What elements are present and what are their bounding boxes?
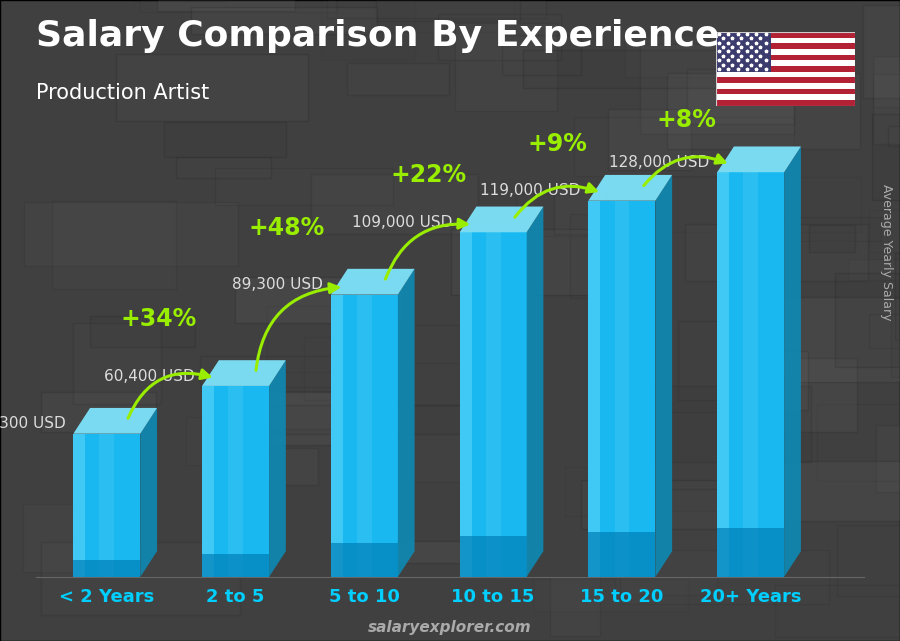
Bar — [716, 100, 855, 106]
Bar — [716, 49, 855, 54]
Polygon shape — [784, 146, 801, 577]
Polygon shape — [717, 172, 784, 577]
Polygon shape — [202, 386, 214, 577]
Polygon shape — [73, 408, 157, 434]
Bar — [716, 78, 855, 83]
Polygon shape — [655, 175, 672, 577]
Bar — [716, 94, 855, 100]
Polygon shape — [460, 232, 472, 577]
Text: +9%: +9% — [527, 131, 588, 156]
Text: 45,300 USD: 45,300 USD — [0, 417, 66, 431]
Bar — [716, 54, 855, 60]
Text: Average Yearly Salary: Average Yearly Salary — [880, 184, 893, 320]
Polygon shape — [398, 269, 415, 577]
Polygon shape — [202, 386, 269, 577]
Polygon shape — [331, 295, 398, 577]
Text: 109,000 USD: 109,000 USD — [352, 215, 452, 230]
Polygon shape — [331, 269, 415, 295]
Polygon shape — [717, 528, 784, 577]
Text: Salary Comparison By Experience: Salary Comparison By Experience — [36, 19, 719, 53]
Polygon shape — [589, 201, 600, 577]
Bar — [716, 66, 855, 72]
Polygon shape — [717, 172, 729, 577]
Text: 60,400 USD: 60,400 USD — [104, 369, 194, 383]
Bar — [716, 88, 855, 94]
Polygon shape — [357, 295, 372, 577]
Polygon shape — [589, 175, 672, 201]
Bar — [716, 83, 855, 88]
Polygon shape — [140, 408, 157, 577]
Polygon shape — [743, 172, 758, 577]
Text: 119,000 USD: 119,000 USD — [481, 183, 580, 198]
Bar — [716, 72, 855, 78]
Polygon shape — [589, 201, 655, 577]
Bar — [716, 44, 855, 49]
Polygon shape — [73, 434, 140, 577]
Polygon shape — [202, 554, 269, 577]
Polygon shape — [615, 201, 629, 577]
Bar — [716, 38, 855, 44]
Text: 128,000 USD: 128,000 USD — [609, 155, 709, 170]
Polygon shape — [269, 360, 286, 577]
Text: +34%: +34% — [121, 308, 196, 331]
Polygon shape — [460, 535, 526, 577]
Bar — [716, 32, 855, 38]
Polygon shape — [202, 360, 286, 386]
Text: +48%: +48% — [249, 216, 325, 240]
Bar — [716, 60, 855, 66]
Polygon shape — [486, 232, 500, 577]
Text: Production Artist: Production Artist — [36, 83, 209, 103]
Polygon shape — [331, 543, 398, 577]
Text: +22%: +22% — [391, 163, 467, 187]
Bar — [716, 32, 771, 72]
Polygon shape — [526, 206, 544, 577]
Polygon shape — [229, 386, 243, 577]
Text: +8%: +8% — [656, 108, 716, 132]
Polygon shape — [73, 434, 86, 577]
Polygon shape — [100, 434, 114, 577]
Text: 89,300 USD: 89,300 USD — [232, 277, 323, 292]
Polygon shape — [331, 295, 343, 577]
Polygon shape — [73, 560, 140, 577]
Polygon shape — [460, 232, 526, 577]
Polygon shape — [460, 206, 544, 232]
Polygon shape — [589, 532, 655, 577]
Text: salaryexplorer.com: salaryexplorer.com — [368, 620, 532, 635]
Polygon shape — [717, 146, 801, 172]
